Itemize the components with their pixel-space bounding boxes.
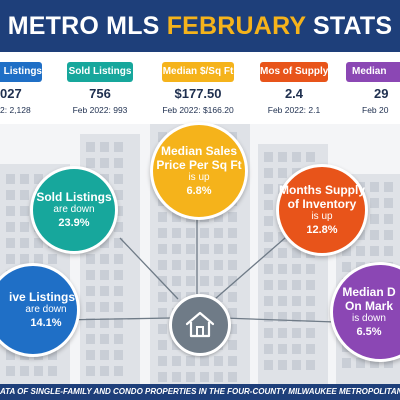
circle-percent: 12.8%	[306, 224, 338, 236]
circle-title: ive Listings	[8, 290, 76, 304]
stat-prev-year: 2: 2,128	[0, 105, 31, 115]
circle-direction: are down	[53, 204, 95, 215]
circle-direction: is up	[311, 211, 333, 222]
stat-prev-year: Feb 2022: $166.20	[162, 105, 234, 115]
circle-title-line1: Months Supply	[279, 183, 365, 197]
footer-text: ATA OF SINGLE-FAMILY AND CONDO PROPERTIE…	[0, 387, 400, 396]
stat-median-days: Median 29 Feb 20	[340, 62, 400, 122]
stat-badge: Listings	[0, 62, 42, 82]
circle-percent: 23.9%	[58, 217, 90, 229]
title-text-1: METRO MLS	[7, 12, 167, 40]
stat-months-supply: Mos of Supply 2.4 Feb 2022: 2.1	[254, 62, 334, 122]
stat-value: 756	[89, 86, 111, 101]
circle-title-line2: On Mark	[344, 299, 393, 313]
stat-sold-listings: Sold Listings 756 Feb 2022: 993	[60, 62, 140, 122]
stat-prev-year: Feb 2022: 993	[72, 105, 128, 115]
circle-direction: is up	[188, 172, 210, 183]
circle-direction: are down	[25, 304, 67, 315]
stat-prev-year: Feb 2022: 2.1	[267, 105, 321, 115]
stat-badge: Mos of Supply	[260, 62, 328, 82]
circle-median-price: Median Sales Price Per Sq Ft is up 6.8%	[150, 122, 248, 220]
header-banner: METRO MLS FEBRUARY STATS	[0, 0, 400, 52]
stat-median-price-sqft: Median $/Sq Ft $177.50 Feb 2022: $166.20	[158, 62, 238, 122]
home-hub	[169, 294, 231, 356]
stat-value: 027	[0, 86, 22, 101]
page-title: METRO MLS FEBRUARY STATS	[0, 0, 400, 52]
circle-title-line2: of Inventory	[287, 197, 357, 211]
footer-banner: ATA OF SINGLE-FAMILY AND CONDO PROPERTIE…	[0, 384, 400, 400]
home-icon	[185, 311, 215, 338]
stat-badge: Median $/Sq Ft	[162, 62, 234, 82]
circle-title-line2: Price Per Sq Ft	[156, 158, 242, 172]
stats-strip: Listings 027 2: 2,128 Sold Listings 756 …	[0, 52, 400, 124]
title-month: FEBRUARY	[166, 12, 306, 40]
circle-percent: 6.5%	[356, 326, 382, 338]
stat-prev-year: Feb 20	[362, 105, 389, 115]
title-text-2: STATS	[305, 12, 393, 40]
circle-active-listings: ive Listings are down 14.1%	[0, 263, 80, 357]
stat-badge: Median	[346, 62, 400, 82]
circle-sold-listings: Sold Listings are down 23.9%	[30, 166, 118, 254]
circle-title-line1: Median Sales	[160, 144, 238, 158]
circle-title: Sold Listings	[36, 190, 112, 204]
stat-value: 2.4	[284, 86, 304, 101]
stat-value: 29	[374, 86, 389, 101]
stat-value: $177.50	[174, 86, 222, 101]
stat-active-listings: Listings 027 2: 2,128	[0, 62, 66, 122]
stat-badge: Sold Listings	[67, 62, 133, 82]
circle-title-line1: Median D	[342, 285, 396, 299]
circle-direction: is down	[352, 313, 386, 324]
circle-months-supply: Months Supply of Inventory is up 12.8%	[276, 164, 368, 256]
circle-percent: 14.1%	[30, 317, 62, 329]
circle-percent: 6.8%	[186, 185, 212, 197]
